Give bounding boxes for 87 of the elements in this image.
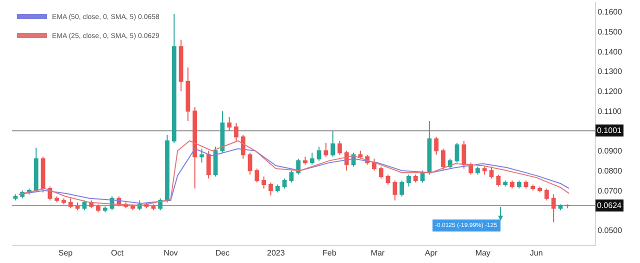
x-tick-label: Sep xyxy=(58,248,74,258)
y-tick-label: 0.1500 xyxy=(598,28,623,37)
y-tick-label: 0.1600 xyxy=(598,8,623,17)
candlestick xyxy=(338,140,342,156)
candlestick xyxy=(248,152,252,176)
y-tick-label: 0.1100 xyxy=(598,106,622,116)
candlestick xyxy=(544,188,549,201)
candlestick xyxy=(227,116,232,132)
candlestick xyxy=(54,196,60,203)
y-tick-label: 0.0500 xyxy=(598,226,623,235)
y-tick-label: 0.1300 xyxy=(598,67,623,76)
candlestick xyxy=(372,158,376,172)
candlestick xyxy=(82,200,87,211)
candlestick xyxy=(310,152,314,166)
candlestick xyxy=(165,134,170,203)
candlestick xyxy=(200,148,204,164)
candlestick xyxy=(282,178,287,189)
candlestick xyxy=(289,170,294,184)
candlestick xyxy=(434,136,438,156)
candlestick xyxy=(130,204,135,211)
candlestick xyxy=(40,156,46,193)
candlestick xyxy=(462,140,466,170)
candlestick xyxy=(178,39,184,92)
candlestick xyxy=(234,122,238,142)
candlestick xyxy=(96,204,100,213)
candlestick xyxy=(565,204,570,209)
candlestick xyxy=(358,150,363,160)
candlestick xyxy=(151,204,156,211)
candlestick xyxy=(254,168,260,184)
candlestick xyxy=(172,13,176,144)
x-tick-label: May xyxy=(475,248,490,258)
candlestick xyxy=(406,174,411,187)
y-tick-label: 0.1400 xyxy=(598,47,623,56)
candlestick xyxy=(496,174,501,187)
candlestick xyxy=(454,142,460,164)
y-tick-label: 0.1200 xyxy=(598,87,623,96)
candlestick xyxy=(482,166,487,176)
candlestick xyxy=(476,166,480,176)
candlestick xyxy=(516,180,522,189)
candlestick xyxy=(75,202,80,211)
candlestick xyxy=(13,194,18,201)
candlestick xyxy=(220,110,225,154)
x-tick-label: Nov xyxy=(164,248,178,258)
x-tick-label: Feb xyxy=(322,248,337,258)
x-tick-label: 2023 xyxy=(267,248,286,258)
candlestick xyxy=(186,66,190,122)
x-tick-label: Mar xyxy=(370,248,385,258)
candlestick xyxy=(62,198,66,205)
candlestick xyxy=(330,130,336,158)
line-series xyxy=(18,140,570,206)
candlestick xyxy=(296,158,301,176)
candlestick xyxy=(441,148,446,172)
x-tick-label: Oct xyxy=(110,248,124,258)
candlestick xyxy=(392,180,398,201)
candlestick xyxy=(192,106,198,189)
candlestick xyxy=(489,166,494,180)
x-tick-label: Jun xyxy=(530,248,543,258)
ref-line-label: 0.1001 xyxy=(597,126,622,135)
y-tick-label: 0.0900 xyxy=(598,146,623,156)
candlestick xyxy=(524,180,528,189)
candlestick xyxy=(102,206,108,213)
candlestick xyxy=(34,147,38,193)
candlestick xyxy=(268,182,273,196)
x-tick-label: Apr xyxy=(424,248,438,258)
candlestick xyxy=(427,120,432,176)
candlestick xyxy=(378,166,384,180)
ref-line-label: 0.0624 xyxy=(597,201,622,210)
candlestick xyxy=(400,180,404,197)
candlestick xyxy=(558,204,563,211)
y-tick-label: 0.0700 xyxy=(598,186,623,196)
candlestick xyxy=(530,184,536,191)
line-series xyxy=(18,148,570,204)
candlestick xyxy=(324,142,328,158)
y-tick-label: 0.0800 xyxy=(598,166,623,176)
candlestick xyxy=(551,194,556,223)
candlestick xyxy=(303,156,308,166)
candlestick xyxy=(538,186,542,193)
candlestick xyxy=(68,198,73,209)
candlestick xyxy=(510,180,514,189)
candlestick xyxy=(275,184,280,193)
candlestick xyxy=(262,176,266,189)
candlestick xyxy=(413,174,418,184)
candlestick xyxy=(206,150,211,180)
candlestick xyxy=(503,180,508,187)
candlestick xyxy=(386,174,390,185)
x-tick-label: Dec xyxy=(215,248,230,258)
candlestick xyxy=(316,146,322,162)
